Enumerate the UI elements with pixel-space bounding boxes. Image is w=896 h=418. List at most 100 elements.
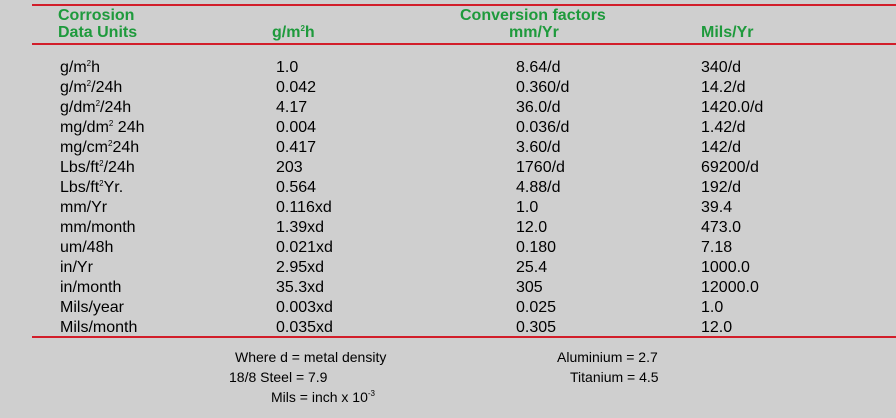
gm2h-column: 1.0 0.042 4.17 0.004 0.417 203 0.564 0.116xd 1.3…	[276, 58, 333, 338]
header-conversion-factors: Conversion factors	[460, 7, 606, 24]
mils-yr-cell: 1000.0	[701, 259, 750, 276]
header-gm2h: g/m2h	[272, 24, 315, 41]
mils-yr-cell: 14.2/d	[701, 79, 746, 96]
mm-yr-cell: 25.4	[516, 259, 548, 276]
unit-base: Mils/month	[60, 319, 138, 336]
unit-base: g/m	[60, 59, 87, 76]
mils-yr-cell: 1420.0/d	[701, 99, 764, 116]
unit-base: in/month	[60, 279, 122, 296]
unit-exponent: 2	[99, 159, 104, 168]
unit-base: in/Yr	[60, 259, 93, 276]
gm2h-cell: 0.004	[276, 119, 317, 136]
unit-cell: Mils/year	[60, 298, 145, 318]
unit-exponent: 2	[108, 119, 114, 128]
unit-tail: 24h	[112, 139, 140, 156]
mm-yr-cell: 0.360/d	[516, 79, 570, 96]
mils-yr-cell: 473.0	[701, 219, 742, 236]
mils-yr-cell: 12000.0	[701, 279, 759, 296]
unit-cell: Lbs/ft2Yr.	[60, 178, 145, 198]
unit-cell: mm/month	[60, 218, 145, 238]
unit-exponent: 2	[108, 139, 113, 148]
unit-cell: Lbs/ft2/24h	[60, 158, 145, 178]
gm2h-cell: 0.003xd	[276, 299, 333, 316]
unit-cell: mg/cm224h	[60, 138, 145, 158]
header-gm2h-sup: 2	[300, 24, 305, 33]
mm-yr-cell: 0.180	[516, 239, 557, 256]
header-line-1: Corrosion	[58, 7, 135, 24]
unit-cell: Mils/month	[60, 318, 145, 338]
mm-yr-cell: 12.0	[516, 219, 548, 236]
unit-tail: Yr.	[103, 179, 124, 196]
note-steel: 18/8 Steel = 7.9	[229, 369, 328, 385]
unit-tail: h	[91, 59, 101, 76]
mm-yr-column: 8.64/d 0.360/d 36.0/d 0.036/d 3.60/d 1760/d 4.…	[516, 58, 569, 338]
header-gm2h-base: g/m	[272, 24, 301, 41]
unit-tail: /24h	[103, 159, 135, 176]
unit-base: Lbs/ft	[60, 179, 100, 196]
note-aluminium: Aluminium = 2.7	[557, 349, 658, 365]
top-rule	[32, 4, 896, 6]
mm-yr-cell: 3.60/d	[516, 139, 561, 156]
gm2h-cell: 203	[276, 159, 303, 176]
unit-tail: /24h	[91, 79, 123, 96]
mm-yr-cell: 1.0	[516, 199, 539, 216]
unit-base: Lbs/ft	[60, 159, 100, 176]
gm2h-cell: 0.417	[276, 139, 317, 156]
unit-cell: mm/Yr	[60, 198, 145, 218]
unit-base: mg/dm	[60, 119, 109, 136]
mils-yr-column: 340/d 14.2/d 1420.0/d 1.42/d 142/d 69200/d 192…	[701, 58, 763, 338]
unit-cell: g/m2/24h	[60, 78, 145, 98]
mm-yr-cell: 1760/d	[516, 159, 565, 176]
unit-base: g/m	[60, 79, 87, 96]
gm2h-cell: 1.0	[276, 59, 299, 76]
header-gm2h-tail: h	[304, 24, 315, 41]
note-density: Where d = metal density	[235, 349, 387, 365]
gm2h-cell: 0.564	[276, 179, 317, 196]
unit-cell: um/48h	[60, 238, 145, 258]
unit-base: um/48h	[60, 239, 114, 256]
unit-exponent: 2	[86, 59, 92, 68]
unit-tail: 24h	[113, 119, 145, 136]
unit-base: mm/Yr	[60, 199, 108, 216]
unit-base: Mils/year	[60, 299, 125, 316]
gm2h-cell: 0.035xd	[276, 319, 333, 336]
mils-yr-cell: 69200/d	[701, 159, 759, 176]
unit-tail: /24h	[100, 99, 132, 116]
unit-exponent: 2	[95, 99, 101, 108]
mm-yr-cell: 0.036/d	[516, 119, 570, 136]
note-mils: Mils = inch x 10-3	[271, 389, 375, 405]
note-mils-exp: -3	[367, 389, 375, 398]
unit-base: mg/cm	[60, 139, 108, 156]
mm-yr-cell: 0.025	[516, 299, 557, 316]
unit-base: mm/month	[60, 219, 136, 236]
unit-cell: in/Yr	[60, 258, 145, 278]
unit-cell: in/month	[60, 278, 145, 298]
header-mils-yr: Mils/Yr	[701, 24, 754, 41]
header-mm-yr: mm/Yr	[509, 24, 559, 41]
unit-cell: g/m2h	[60, 58, 145, 78]
mils-yr-cell: 192/d	[701, 179, 742, 196]
header-rule	[32, 43, 896, 45]
mils-yr-cell: 1.42/d	[701, 119, 746, 136]
unit-exponent: 2	[86, 79, 92, 88]
mils-yr-cell: 7.18	[701, 239, 733, 256]
gm2h-cell: 35.3xd	[276, 279, 325, 296]
gm2h-cell: 1.39xd	[276, 219, 325, 236]
note-titanium: Titanium = 4.5	[570, 369, 659, 385]
mm-yr-cell: 8.64/d	[516, 59, 561, 76]
mils-yr-cell: 12.0	[701, 319, 733, 336]
gm2h-cell: 4.17	[276, 99, 308, 116]
mm-yr-cell: 305	[516, 279, 543, 296]
mm-yr-cell: 4.88/d	[516, 179, 561, 196]
unit-exponent: 2	[99, 179, 104, 188]
gm2h-cell: 0.042	[276, 79, 317, 96]
header-corrosion-units: Corrosion Data Units	[58, 7, 137, 41]
gm2h-cell: 0.116xd	[276, 199, 332, 216]
mils-yr-cell: 1.0	[701, 299, 724, 316]
note-mils-base: Mils = inch x 10	[271, 389, 368, 405]
mils-yr-cell: 340/d	[701, 59, 742, 76]
unit-base: g/dm	[60, 99, 96, 116]
bottom-rule	[32, 336, 896, 338]
unit-cell: mg/dm2 24h	[60, 118, 145, 138]
mils-yr-cell: 142/d	[701, 139, 742, 156]
